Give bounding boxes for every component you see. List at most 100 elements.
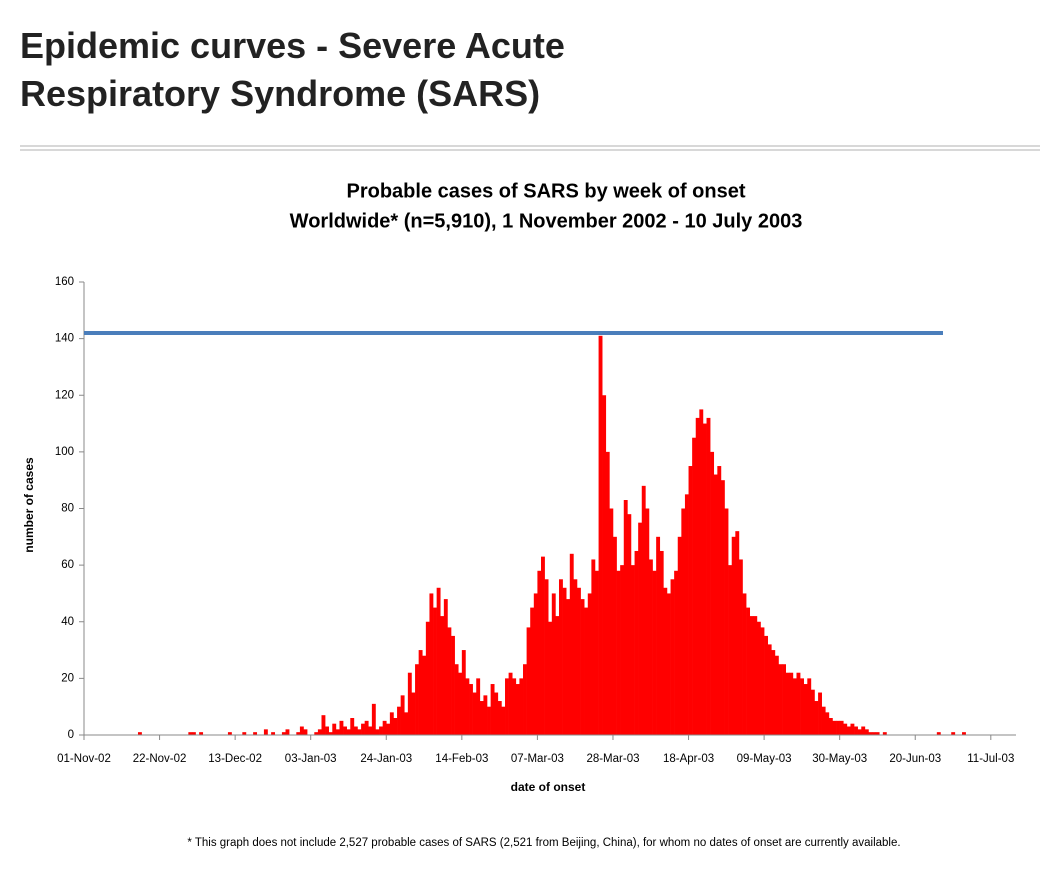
bar [523,664,527,735]
bar [447,627,452,735]
bar [864,729,869,735]
bar [872,732,876,735]
bar [882,732,887,735]
bar [425,621,430,735]
bar [191,732,196,735]
bar [418,650,423,735]
bar [562,587,567,735]
bar [674,570,679,735]
bar [375,729,380,735]
x-tick-label: 09-May-03 [737,753,792,765]
bar [850,723,855,735]
bar [868,732,873,735]
bar [137,732,142,735]
bar [832,720,837,735]
bar [472,692,477,735]
bar [353,726,358,735]
bar [566,599,571,735]
bar [735,531,740,735]
bar [756,621,761,735]
bar [688,466,693,735]
bar [602,395,607,735]
bar [742,593,747,735]
bar [771,650,776,735]
bar [785,672,790,735]
bar [339,720,344,735]
page-heading: Epidemic curves - Severe Acute Respirator… [20,25,565,114]
bar [792,678,797,735]
bar [645,508,650,735]
bar [199,732,204,735]
bar [638,522,643,735]
bar [630,565,635,735]
bar [393,718,398,735]
bar [458,672,463,735]
x-tick-label: 11-Jul-03 [967,753,1014,765]
bar [544,579,549,735]
bar [875,732,880,735]
bar [389,712,394,735]
bar [782,664,786,735]
bar [612,536,617,735]
bar [379,726,383,735]
bar [386,723,391,735]
bar [242,732,247,735]
bar [314,732,319,735]
chart-subtitle: Worldwide* (n=5,910), 1 November 2002 - … [290,210,803,232]
bar [433,607,437,735]
bar [188,732,193,735]
bar [746,607,751,735]
bar [627,514,632,735]
bar [681,508,686,735]
bar [558,579,563,735]
bar [555,616,560,735]
bar [710,451,715,735]
y-tick-label: 0 [68,729,74,741]
bar [515,684,520,735]
bar [530,607,535,735]
y-tick-label: 60 [61,559,74,571]
bar [616,570,621,735]
y-axis-label: number of cases [22,457,36,553]
bar [526,627,531,735]
bar [760,627,765,735]
bar [843,723,848,735]
x-tick-label: 14-Feb-03 [435,753,488,765]
bar [764,635,769,735]
bar [321,715,326,735]
bar [501,706,506,735]
bar [343,726,347,735]
bar [774,655,779,735]
bar [803,684,808,735]
bar [253,732,258,735]
x-tick-label: 07-Mar-03 [511,753,564,765]
bar [569,553,574,735]
bar [818,692,822,735]
bar [465,678,470,735]
bar [335,729,340,735]
bar [490,684,495,735]
bar [382,720,387,735]
bar [663,587,668,735]
bar [357,729,362,735]
bar [328,732,333,735]
bar [281,732,286,735]
bar [548,621,553,735]
bar [451,635,455,735]
bar [634,550,639,735]
bar [659,550,664,735]
y-tick-label: 120 [55,389,74,401]
bar [656,536,661,735]
bar [767,644,772,735]
bar [695,417,700,735]
bar [717,466,722,735]
bar [962,732,966,735]
bar [652,570,657,735]
bar [587,593,592,735]
bar [576,587,581,735]
bar [800,678,804,735]
bar [936,732,941,735]
bar [731,536,736,735]
bar [296,732,301,735]
